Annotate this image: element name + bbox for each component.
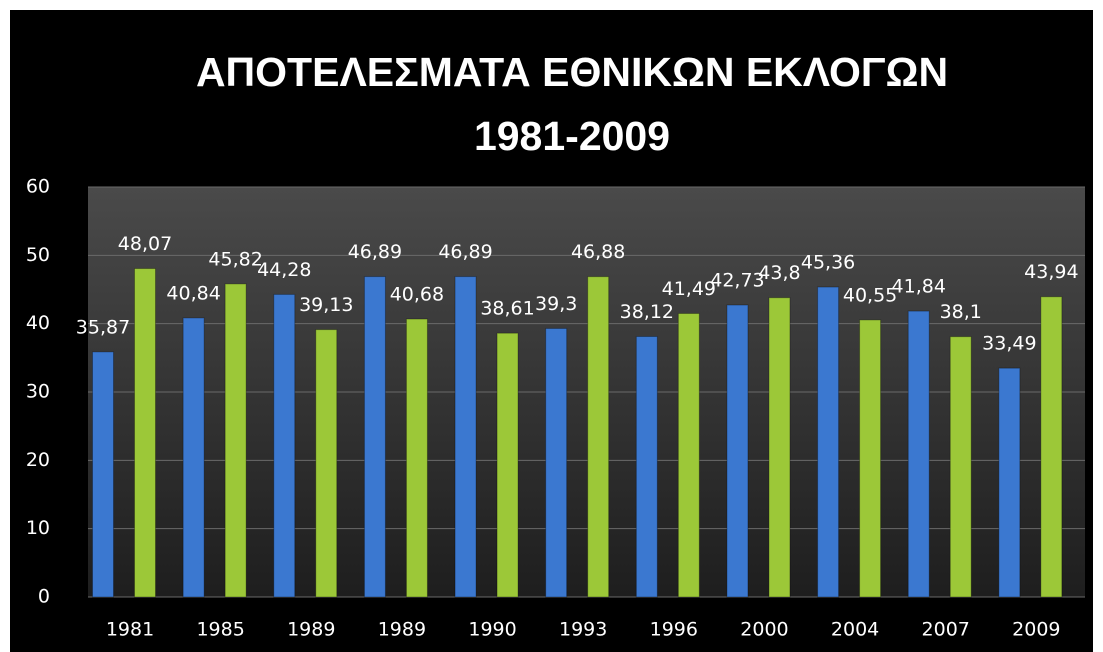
bar — [182, 317, 205, 598]
data-label: 39,3 — [535, 293, 577, 315]
bar — [134, 268, 156, 598]
bar — [587, 276, 610, 598]
data-label: 46,88 — [571, 241, 625, 263]
bar — [545, 327, 568, 598]
bar — [768, 297, 791, 598]
data-label: 43,94 — [1024, 261, 1078, 283]
data-label: 35,87 — [76, 316, 130, 338]
data-label: 45,82 — [208, 248, 262, 270]
data-label: 40,55 — [843, 284, 897, 306]
data-label: 38,61 — [480, 298, 534, 320]
chart-title: ΑΠΟΤΕΛΕΣΜΑΤΑ ΕΘΝΙΚΩΝ ΕΚΛΟΓΩΝ 1981-2009 — [195, 49, 949, 159]
y-tick-label: 10 — [26, 517, 50, 539]
data-label: 40,68 — [390, 284, 444, 306]
x-tick-label: 2007 — [922, 619, 970, 641]
bar — [726, 304, 749, 598]
y-tick-label: 30 — [26, 381, 50, 403]
data-label: 41,84 — [892, 276, 946, 298]
y-tick-label: 40 — [26, 312, 50, 334]
bar — [635, 336, 658, 598]
data-label: 44,28 — [257, 259, 311, 281]
bar — [949, 336, 972, 598]
y-tick-label: 50 — [26, 244, 50, 266]
x-tick-label: 1993 — [559, 619, 607, 641]
data-label: 40,84 — [166, 282, 220, 304]
x-tick-label: 1985 — [196, 619, 244, 641]
x-tick-label: 2004 — [831, 619, 879, 641]
data-label: 45,36 — [801, 252, 855, 274]
bar — [817, 286, 840, 598]
data-label: 38,1 — [940, 301, 982, 323]
bar — [363, 276, 386, 598]
x-tick-label: 1990 — [468, 619, 516, 641]
bar — [92, 351, 114, 598]
bar — [1040, 296, 1063, 598]
data-label: 38,12 — [620, 301, 674, 323]
data-label: 41,49 — [662, 278, 716, 300]
data-label: 39,13 — [299, 294, 353, 316]
bar — [907, 310, 930, 598]
bar — [273, 293, 296, 598]
x-tick-label: 1989 — [287, 619, 335, 641]
data-label: 46,89 — [438, 241, 492, 263]
data-label: 43,8 — [758, 262, 800, 284]
x-tick-label: 1989 — [378, 619, 426, 641]
bar — [496, 332, 519, 598]
bar — [224, 283, 247, 598]
y-tick-label: 0 — [38, 586, 50, 608]
bar — [998, 367, 1021, 598]
x-tick-label: 2000 — [740, 619, 788, 641]
data-label: 46,89 — [348, 241, 402, 263]
bar — [677, 312, 700, 598]
data-label: 42,73 — [710, 270, 764, 292]
bar — [859, 319, 882, 598]
bar — [454, 276, 477, 598]
data-label: 33,49 — [982, 333, 1036, 355]
bar — [405, 318, 428, 598]
x-tick-label: 2009 — [1012, 619, 1060, 641]
x-tick-label: 1981 — [106, 619, 154, 641]
bar — [315, 329, 338, 598]
y-tick-label: 60 — [26, 176, 50, 198]
x-tick-label: 1996 — [650, 619, 698, 641]
y-tick-label: 20 — [26, 449, 50, 471]
data-label: 48,07 — [118, 233, 172, 255]
